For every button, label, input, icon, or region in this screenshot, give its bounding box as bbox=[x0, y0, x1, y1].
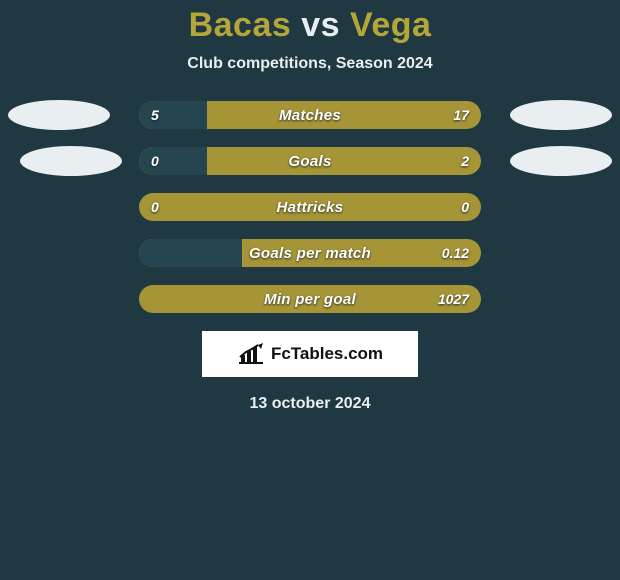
stat-row: Goals0 2 bbox=[0, 147, 620, 175]
stat-bar: Hattricks0 0 bbox=[139, 193, 481, 221]
vs-text: vs bbox=[301, 6, 340, 44]
footer-date: 13 october 2024 bbox=[250, 395, 371, 413]
stat-label: Goals per match bbox=[139, 239, 481, 267]
stats-widget: Bacas vs Vega Club competitions, Season … bbox=[0, 0, 620, 413]
team-left-marker bbox=[20, 146, 122, 176]
stat-label: Matches bbox=[139, 101, 481, 129]
team-right-marker bbox=[510, 100, 612, 130]
stat-value-right: 1027 bbox=[438, 285, 469, 313]
team-right-name: Vega bbox=[350, 6, 431, 44]
stat-value-right: 2 bbox=[461, 147, 469, 175]
stat-value-left: 0 bbox=[151, 193, 159, 221]
stat-value-left: 0 bbox=[151, 147, 159, 175]
stat-bar: Goals per match0.12 bbox=[139, 239, 481, 267]
subtitle: Club competitions, Season 2024 bbox=[187, 55, 432, 73]
stat-bar: Matches5 17 bbox=[139, 101, 481, 129]
stat-row: Hattricks0 0 bbox=[0, 193, 620, 221]
stat-value-right: 0 bbox=[461, 193, 469, 221]
stat-label: Goals bbox=[139, 147, 481, 175]
stat-bar: Min per goal1027 bbox=[139, 285, 481, 313]
brand-logo[interactable]: FcTables.com bbox=[202, 331, 418, 377]
stat-value-right: 17 bbox=[453, 101, 469, 129]
stat-bar: Goals0 2 bbox=[139, 147, 481, 175]
page-title: Bacas vs Vega bbox=[189, 6, 432, 45]
stat-value-left: 5 bbox=[151, 101, 159, 129]
stat-row: Goals per match0.12 bbox=[0, 239, 620, 267]
stat-label: Min per goal bbox=[139, 285, 481, 313]
stat-rows: Matches517Goals02Hattricks00Goals per ma… bbox=[0, 101, 620, 313]
brand-name: FcTables.com bbox=[271, 344, 383, 364]
stat-row: Min per goal1027 bbox=[0, 285, 620, 313]
stat-value-right: 0.12 bbox=[442, 239, 469, 267]
team-right-marker bbox=[510, 146, 612, 176]
stat-row: Matches5 17 bbox=[0, 101, 620, 129]
team-left-marker bbox=[8, 100, 110, 130]
team-left-name: Bacas bbox=[189, 6, 292, 44]
stat-label: Hattricks bbox=[139, 193, 481, 221]
bar-chart-icon bbox=[237, 343, 265, 365]
